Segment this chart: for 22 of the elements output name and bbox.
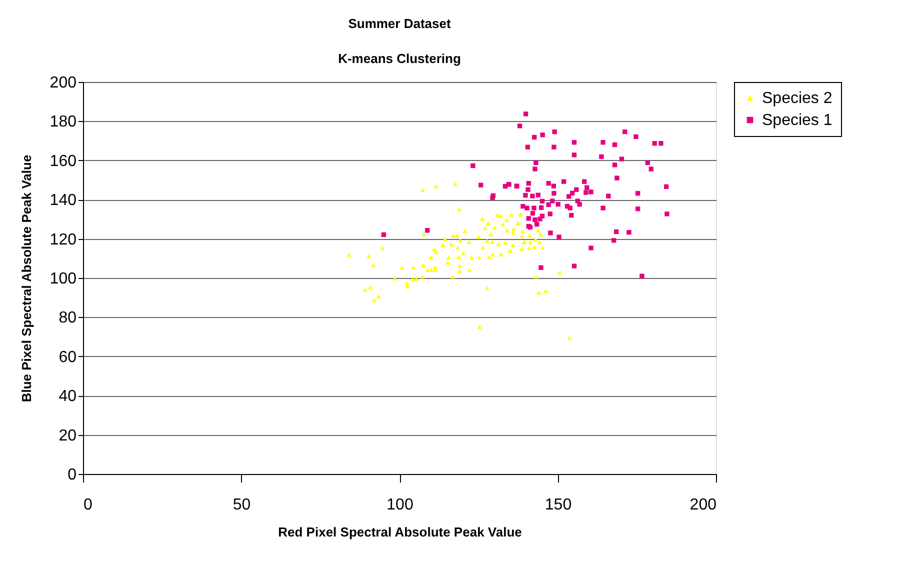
y-tick-label: 80 — [58, 310, 77, 327]
chart-title: Summer Dataset — [348, 16, 452, 31]
x-tick-label: 150 — [544, 496, 572, 514]
y-tick-label: 0 — [68, 466, 77, 484]
chart-subtitle: K-means Clustering — [338, 51, 461, 66]
x-axis-title: Red Pixel Spectral Absolute Peak Value — [278, 524, 522, 540]
y-tick-label: 100 — [50, 270, 77, 288]
y-tick-label: 200 — [50, 74, 77, 92]
legend-label: Species 1 — [762, 112, 832, 129]
x-tick-label: 100 — [386, 496, 414, 514]
y-tick-label: 140 — [50, 192, 77, 210]
y-tick-label: 180 — [50, 114, 77, 131]
x-tick-label: 50 — [232, 496, 251, 514]
y-tick-label: 60 — [58, 348, 77, 366]
y-axis-title: Blue Pixel Spectral Absolute Peak Value — [18, 154, 34, 402]
y-tick-label: 160 — [50, 152, 77, 170]
y-tick-label: 120 — [50, 231, 77, 248]
y-tick-label: 20 — [58, 427, 77, 444]
x-tick-label: 200 — [690, 496, 717, 514]
y-tick-label: 40 — [58, 388, 77, 406]
x-tick-label: 0 — [84, 496, 92, 514]
legend-label: Species 2 — [762, 90, 832, 107]
